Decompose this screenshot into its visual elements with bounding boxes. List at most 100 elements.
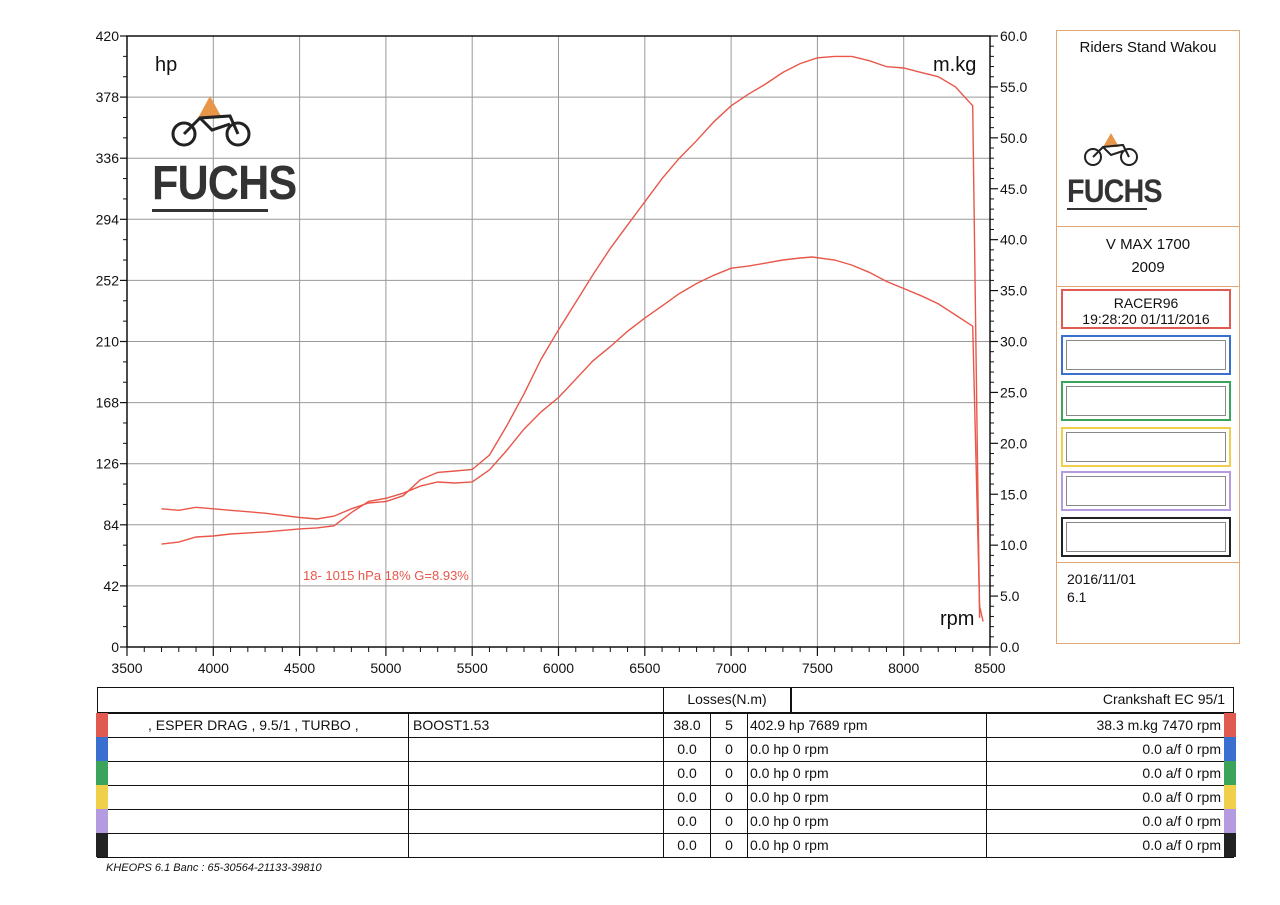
y-left-tick-label: 84 bbox=[103, 517, 119, 533]
y-right-tick-label: 35.0 bbox=[1000, 283, 1027, 299]
power-curve bbox=[161, 55, 981, 618]
y-right-tick-label: 55.0 bbox=[1000, 79, 1027, 95]
row-boost bbox=[408, 761, 664, 786]
row-loss: 0.0 bbox=[663, 833, 711, 858]
row-max-power: 0.0 hp 0 rpm bbox=[747, 785, 987, 810]
y-left-tick-label: 294 bbox=[96, 211, 120, 227]
motorcycle-icon-small bbox=[1084, 133, 1138, 166]
y-left-tick-label: 0 bbox=[111, 639, 119, 655]
x-tick-label: 8500 bbox=[974, 660, 1005, 676]
y-right-tick-label: 40.0 bbox=[1000, 232, 1027, 248]
run-slot-2[interactable] bbox=[1061, 335, 1231, 375]
y-left-tick-label: 420 bbox=[96, 28, 120, 44]
row-description bbox=[97, 809, 409, 834]
y-right-unit-label: m.kg bbox=[933, 54, 976, 76]
x-tick-label: 5500 bbox=[457, 660, 488, 676]
y-right-tick-label: 20.0 bbox=[1000, 435, 1027, 451]
row-max-torque: 0.0 a/f 0 rpm bbox=[986, 737, 1234, 762]
row-description bbox=[97, 737, 409, 762]
fuchs-logo: FUCHS bbox=[152, 96, 297, 212]
row-max-torque: 0.0 a/f 0 rpm bbox=[986, 785, 1234, 810]
row-description bbox=[97, 833, 409, 858]
motorcycle-icon bbox=[171, 96, 251, 147]
row-color-swatch-right bbox=[1224, 809, 1236, 833]
y-left-unit-label: hp bbox=[155, 54, 177, 76]
row-max-torque: 0.0 a/f 0 rpm bbox=[986, 833, 1234, 858]
row-max-torque: 38.3 m.kg 7470 rpm bbox=[986, 713, 1234, 738]
row-description bbox=[97, 785, 409, 810]
y-right-tick-label: 0.0 bbox=[1000, 639, 1020, 655]
y-right-tick-label: 10.0 bbox=[1000, 537, 1027, 553]
row-color-swatch-right bbox=[1224, 737, 1236, 761]
row-max-power: 0.0 hp 0 rpm bbox=[747, 761, 987, 786]
x-tick-label: 6500 bbox=[629, 660, 660, 676]
run-date: 2016/11/01 bbox=[1067, 571, 1137, 587]
run-slot-6[interactable] bbox=[1061, 517, 1231, 557]
row-loss-n: 0 bbox=[710, 761, 748, 786]
x-tick-label: 5000 bbox=[370, 660, 401, 676]
losses-header: Losses(N.m) bbox=[663, 687, 791, 713]
row-boost bbox=[408, 785, 664, 810]
software-version: 6.1 bbox=[1067, 589, 1087, 605]
y-axis-left: 0 42 84 126 168 210 252 294 336 378 420 bbox=[96, 28, 127, 655]
x-tick-label: 4000 bbox=[198, 660, 229, 676]
row-description: , ESPER DRAG , 9.5/1 , TURBO , bbox=[97, 713, 409, 738]
row-boost bbox=[408, 737, 664, 762]
row-color-swatch bbox=[96, 713, 108, 737]
x-tick-label: 3500 bbox=[111, 660, 142, 676]
row-loss: 38.0 bbox=[663, 713, 711, 738]
row-loss-n: 0 bbox=[710, 833, 748, 858]
table-header-blank bbox=[97, 687, 664, 713]
y-left-tick-label: 168 bbox=[96, 395, 120, 411]
row-color-swatch-right bbox=[1224, 761, 1236, 785]
row-max-power: 402.9 hp 7689 rpm bbox=[747, 713, 987, 738]
row-loss-n: 5 bbox=[710, 713, 748, 738]
y-left-tick-label: 252 bbox=[96, 272, 120, 288]
fuchs-logo-small: FUCHS bbox=[1067, 131, 1163, 211]
row-color-swatch-right bbox=[1224, 833, 1236, 857]
row-loss-n: 0 bbox=[710, 737, 748, 762]
y-right-tick-label: 30.0 bbox=[1000, 334, 1027, 350]
row-boost bbox=[408, 809, 664, 834]
row-color-swatch bbox=[96, 785, 108, 809]
row-max-power: 0.0 hp 0 rpm bbox=[747, 737, 987, 762]
chart-series bbox=[161, 55, 984, 622]
y-right-tick-label: 50.0 bbox=[1000, 130, 1027, 146]
row-loss-n: 0 bbox=[710, 809, 748, 834]
x-unit-label: rpm bbox=[940, 608, 974, 630]
x-tick-label: 6000 bbox=[543, 660, 574, 676]
footer-text: KHEOPS 6.1 Banc : 65-30564-21133-39810 bbox=[106, 862, 322, 874]
logo-text: FUCHS bbox=[152, 157, 297, 210]
bike-panel: V MAX 1700 2009 bbox=[1056, 226, 1240, 288]
row-loss: 0.0 bbox=[663, 737, 711, 762]
y-right-tick-label: 15.0 bbox=[1000, 486, 1027, 502]
x-tick-label: 7000 bbox=[716, 660, 747, 676]
crankshaft-header: Crankshaft EC 95/1 bbox=[791, 687, 1234, 713]
x-axis: 3500 4000 4500 5000 5500 6000 6500 7000 7500 8000… bbox=[111, 647, 1006, 676]
row-loss: 0.0 bbox=[663, 761, 711, 786]
run-slot-5[interactable] bbox=[1061, 471, 1231, 511]
row-color-swatch bbox=[96, 833, 108, 857]
run-slot-1[interactable]: RACER96 19:28:20 01/11/2016 bbox=[1061, 289, 1231, 329]
run-slot-4[interactable] bbox=[1061, 427, 1231, 467]
y-left-tick-label: 210 bbox=[96, 334, 120, 350]
run-name: RACER96 bbox=[1113, 295, 1179, 311]
site-name: Riders Stand Wakou bbox=[1079, 39, 1217, 56]
row-boost: BOOST1.53 bbox=[408, 713, 664, 738]
bike-model: V MAX 1700 bbox=[1105, 236, 1191, 253]
row-color-swatch-right bbox=[1224, 785, 1236, 809]
run-time: 19:28:20 01/11/2016 bbox=[1082, 311, 1210, 327]
run-slot-3[interactable] bbox=[1061, 381, 1231, 421]
y-right-tick-label: 60.0 bbox=[1000, 28, 1027, 44]
site-panel: Riders Stand Wakou FUCHS bbox=[1056, 30, 1240, 227]
date-panel: 2016/11/01 6.1 bbox=[1056, 562, 1240, 644]
x-tick-label: 4500 bbox=[284, 660, 315, 676]
y-left-tick-label: 126 bbox=[96, 456, 120, 472]
y-left-tick-label: 336 bbox=[96, 150, 120, 166]
row-color-swatch bbox=[96, 737, 108, 761]
y-right-tick-label: 25.0 bbox=[1000, 384, 1027, 400]
torque-curve bbox=[161, 256, 984, 622]
y-left-tick-label: 42 bbox=[103, 578, 119, 594]
row-color-swatch-right bbox=[1224, 713, 1236, 737]
